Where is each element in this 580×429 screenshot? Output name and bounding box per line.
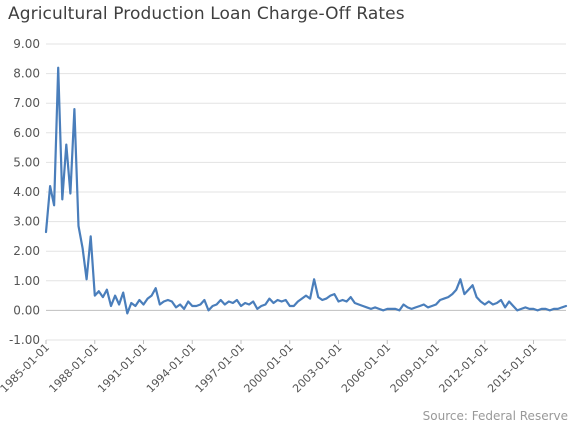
x-tick-label: 1988-01-01 [46,341,100,395]
y-tick-label: 1.00 [13,274,40,288]
x-tick-label: 1994-01-01 [144,341,198,395]
y-tick-label: 8.00 [13,67,40,81]
y-tick-label: 5.00 [13,155,40,169]
x-tick-label: 1997-01-01 [193,341,247,395]
x-tick-label: 2012-01-01 [436,341,490,395]
y-tick-label: 6.00 [13,126,40,140]
x-tick-label: 2015-01-01 [485,341,539,395]
y-tick-label: 7.00 [13,96,40,110]
y-tick-label: 3.00 [13,215,40,229]
x-tick-label: 2003-01-01 [290,341,344,395]
y-tick-label: -1.00 [9,333,40,347]
y-tick-label: 4.00 [13,185,40,199]
x-tick-label: 1991-01-01 [95,341,149,395]
x-tick-label: 2000-01-01 [241,341,295,395]
x-tick-label: 2006-01-01 [339,341,393,395]
series-line [44,66,568,315]
y-tick-label: 2.00 [13,244,40,258]
chart-title: Agricultural Production Loan Charge-Off … [8,4,405,24]
y-tick-label: 9.00 [13,37,40,51]
source-note: Source: Federal Reserve [422,409,568,423]
x-tick-label: 2009-01-01 [388,341,442,395]
y-tick-label: 0.00 [13,303,40,317]
x-tick-label: 1985-01-01 [0,341,52,395]
